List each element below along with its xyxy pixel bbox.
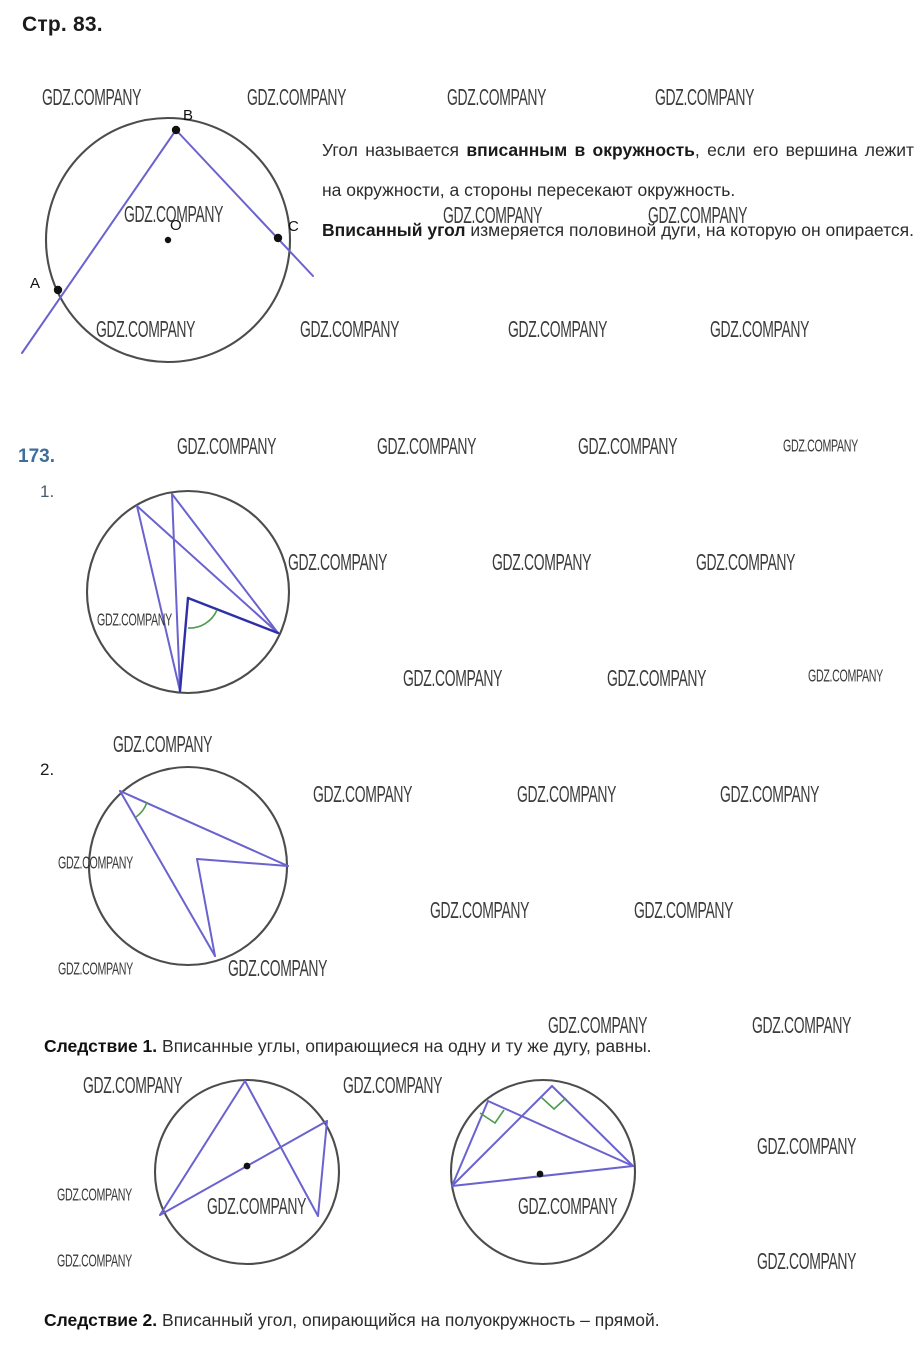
figure-equal-inscribed-angles bbox=[152, 1078, 347, 1268]
circle-outline bbox=[449, 1078, 637, 1266]
watermark-text: GDZ.COMPANY bbox=[752, 1012, 852, 1039]
chord-bottom-top bbox=[171, 493, 181, 692]
watermark-text: GDZ.COMPANY bbox=[313, 781, 413, 808]
chord-top-left bbox=[159, 1080, 246, 1216]
inner-ray-down bbox=[178, 596, 190, 693]
page-title: Стр. 83. bbox=[22, 13, 103, 36]
watermark-text: GDZ.COMPANY bbox=[607, 665, 707, 692]
angle-arc-green bbox=[187, 609, 218, 629]
circle-outline bbox=[85, 489, 291, 695]
watermark-text: GDZ.COMPANY bbox=[113, 731, 213, 758]
watermark-text: GDZ.COMPANY bbox=[634, 897, 734, 924]
watermark-text: GDZ.COMPANY bbox=[720, 781, 820, 808]
definition-text-a: Угол называется bbox=[322, 140, 467, 160]
inner-ray-down bbox=[196, 858, 216, 957]
point-c bbox=[273, 233, 283, 243]
inner-ray-right bbox=[186, 596, 280, 635]
exercise-number-173: 173. bbox=[18, 446, 55, 467]
angle-arc-green bbox=[135, 801, 148, 818]
label-b: B bbox=[183, 107, 193, 124]
watermark-text: GDZ.COMPANY bbox=[517, 781, 617, 808]
chord-topleft-right bbox=[119, 790, 289, 867]
figure-exercise-2 bbox=[85, 765, 310, 970]
watermark-text: GDZ.COMPANY bbox=[655, 84, 755, 111]
circle-outline bbox=[87, 765, 289, 967]
point-center bbox=[243, 1162, 251, 1170]
corollary-2: Следствие 2. Вписанный угол, опирающийся… bbox=[44, 1310, 660, 1331]
figure-4-svg bbox=[153, 1078, 341, 1266]
watermark-text: GDZ.COMPANY bbox=[403, 665, 503, 692]
chord-a-left bbox=[451, 1100, 489, 1187]
watermark-text: GDZ.COMPANY bbox=[377, 433, 477, 460]
right-angle-mark-a bbox=[479, 1109, 505, 1125]
definition-block: Угол называется вписанным в окружность, … bbox=[322, 130, 914, 250]
chord-bottom-topleft bbox=[136, 505, 181, 692]
watermark-text: GDZ.COMPANY bbox=[343, 1072, 443, 1099]
watermark-text: GDZ.COMPANY bbox=[578, 433, 678, 460]
point-b bbox=[171, 125, 181, 135]
chord-b-left bbox=[451, 1085, 553, 1187]
definition-term-1: вписанным в окружность bbox=[466, 140, 695, 160]
figure-3-svg bbox=[87, 765, 289, 967]
corollary-2-text: Вписанный угол, опирающийся на полуокруж… bbox=[157, 1310, 660, 1330]
watermark-text: GDZ.COMPANY bbox=[177, 433, 277, 460]
corollary-1-bold: Следствие 1. bbox=[44, 1036, 158, 1056]
chord-top-right bbox=[171, 493, 279, 634]
figure-5-svg bbox=[449, 1078, 637, 1266]
watermark-text: GDZ.COMPANY bbox=[447, 84, 547, 111]
watermark-text: GDZ.COMPANY bbox=[757, 1133, 857, 1160]
circle-outline bbox=[44, 116, 292, 364]
watermark-text: GDZ.COMPANY bbox=[430, 897, 530, 924]
circle-outline bbox=[153, 1078, 341, 1266]
watermark-text: GDZ.COMPANY bbox=[808, 665, 883, 686]
point-o-center bbox=[164, 236, 172, 244]
chord-b-right bbox=[551, 1085, 634, 1167]
watermark-text: GDZ.COMPANY bbox=[57, 1184, 132, 1205]
watermark-text: GDZ.COMPANY bbox=[783, 435, 858, 456]
watermark-text: GDZ.COMPANY bbox=[757, 1248, 857, 1275]
inner-ray-right bbox=[196, 858, 289, 867]
figure-inscribed-angle-abc: B C A O bbox=[0, 107, 320, 364]
chord-topleft-right bbox=[136, 505, 279, 634]
watermark-text: GDZ.COMPANY bbox=[696, 549, 796, 576]
point-center bbox=[536, 1170, 544, 1178]
chord-a-right bbox=[487, 1100, 634, 1167]
definition-term-2: Вписанный угол bbox=[322, 220, 466, 240]
ray-b-c bbox=[175, 129, 314, 277]
corollary-1: Следствие 1. Вписанные углы, опирающиеся… bbox=[44, 1036, 652, 1057]
corollary-2-bold: Следствие 2. bbox=[44, 1310, 158, 1330]
figure-1-svg: B C A O bbox=[21, 107, 314, 364]
figure-right-angles-semicircle bbox=[448, 1078, 643, 1268]
watermark-text: GDZ.COMPANY bbox=[57, 1250, 132, 1271]
watermark-text: GDZ.COMPANY bbox=[710, 316, 810, 343]
definition-text-d: измеряется половиной дуги, на которую он… bbox=[465, 220, 914, 240]
exercise-item-2-label: 2. bbox=[40, 760, 55, 779]
exercise-item-1-label: 1. bbox=[40, 482, 55, 501]
ray-b-a bbox=[21, 129, 177, 354]
right-angle-mark-b bbox=[540, 1096, 567, 1111]
chord-topleft-bottom bbox=[119, 790, 216, 957]
chord-upperright-bottomright bbox=[317, 1120, 328, 1217]
chord-upperright-left bbox=[159, 1120, 328, 1216]
figure-2-svg bbox=[85, 489, 291, 695]
watermark-text: GDZ.COMPANY bbox=[508, 316, 608, 343]
definition-line-1: Угол называется вписанным в окружность, … bbox=[322, 130, 914, 210]
label-c: C bbox=[288, 218, 299, 235]
point-a bbox=[53, 285, 63, 295]
chord-top-bottomright bbox=[244, 1080, 319, 1217]
figure-exercise-1 bbox=[80, 485, 305, 700]
watermark-text: GDZ.COMPANY bbox=[492, 549, 592, 576]
corollary-1-text: Вписанные углы, опирающиеся на одну и ту… bbox=[157, 1036, 652, 1056]
label-a: A bbox=[30, 275, 40, 292]
label-o: O bbox=[170, 217, 182, 234]
definition-text-c: , если его вершина лежит на окружности, … bbox=[322, 140, 914, 200]
definition-line-2: Вписанный угол измеряется половиной дуги… bbox=[322, 210, 914, 250]
